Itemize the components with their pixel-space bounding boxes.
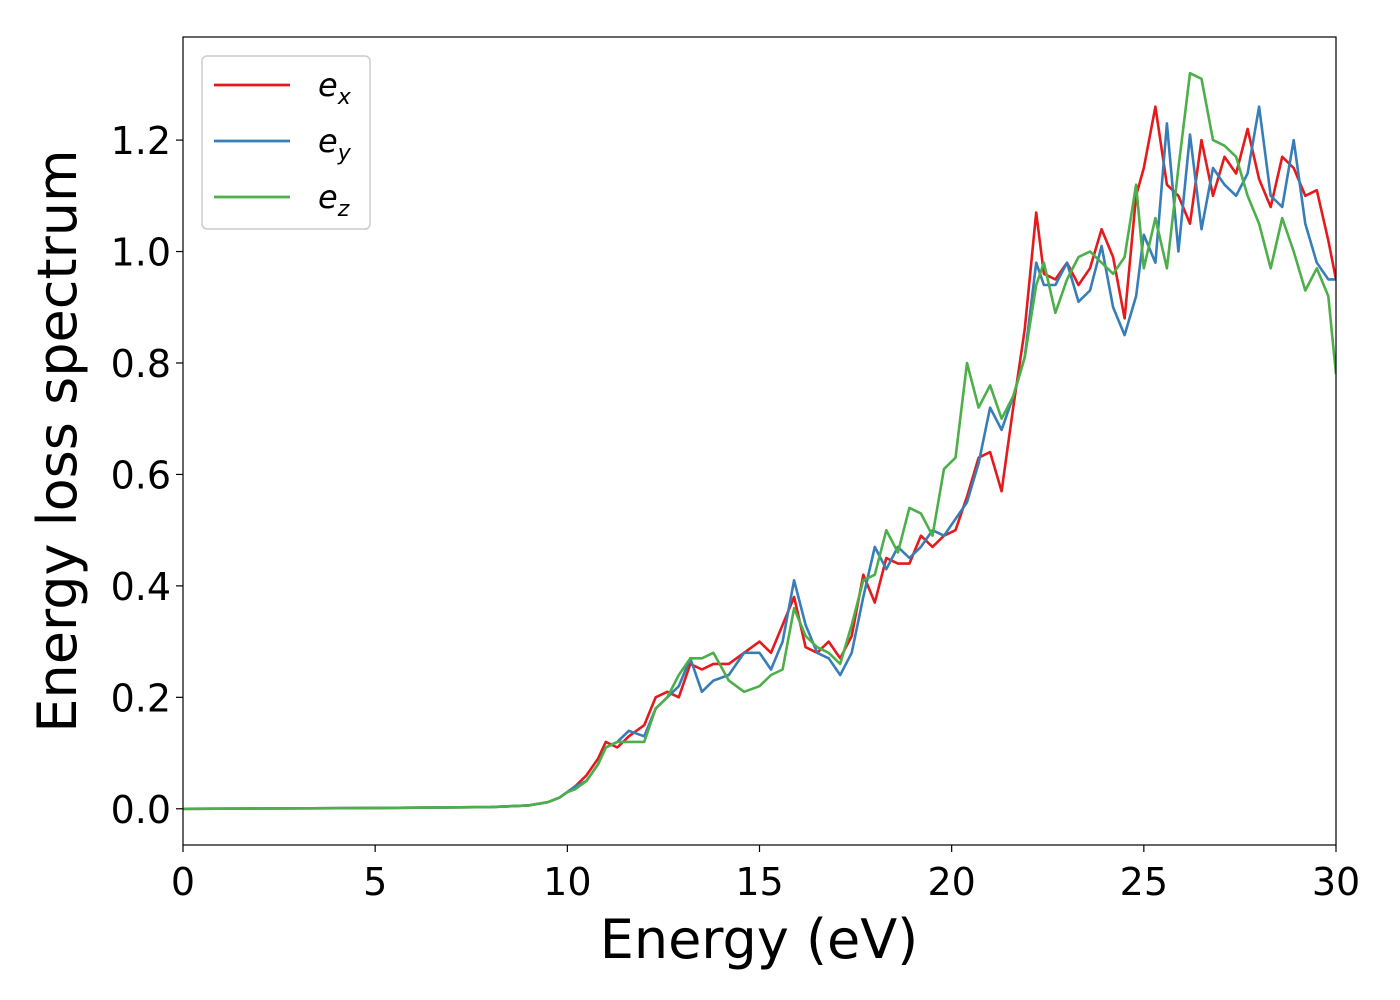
- x-axis-title: Energy (eV): [600, 908, 919, 971]
- x-tick-label: 10: [543, 860, 591, 904]
- legend-label: ex: [318, 66, 352, 110]
- legend: ex ey ez: [201, 55, 371, 230]
- series-line-e-z: [183, 71, 1336, 811]
- y-tick-label: 0.6: [111, 453, 171, 497]
- legend-box: [201, 55, 371, 230]
- y-tick-label: 1.0: [111, 231, 171, 275]
- y-axis-title: Energy loss spectrum: [26, 149, 89, 732]
- y-tick-label: 0.8: [111, 342, 171, 386]
- y-tick-label: 0.2: [111, 676, 171, 720]
- legend-label: ey: [318, 122, 352, 166]
- legend-label: ez: [318, 178, 350, 222]
- x-tick-label: 0: [171, 860, 195, 904]
- x-tick-label: 15: [735, 860, 783, 904]
- x-tick-label: 5: [363, 860, 387, 904]
- y-tick-label: 0.4: [111, 565, 171, 609]
- y-tick-label: 0.0: [111, 788, 171, 832]
- x-tick-label: 20: [927, 860, 975, 904]
- x-tick-label: 25: [1120, 860, 1168, 904]
- y-tick-label: 1.2: [111, 119, 171, 163]
- x-axis: 0 5 10 15 20 25 30: [171, 845, 1360, 904]
- x-tick-label: 30: [1312, 860, 1360, 904]
- y-axis: 0.0 0.2 0.4 0.6 0.8 1.0 1.2: [111, 119, 183, 832]
- series-layer: [183, 71, 1336, 811]
